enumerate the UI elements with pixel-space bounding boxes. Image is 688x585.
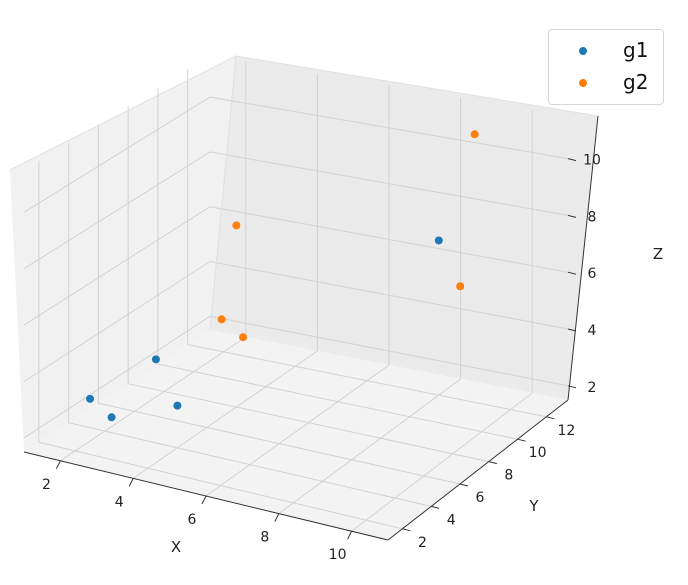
- grid-line-x-floor: [205, 364, 390, 497]
- x-tick-mark: [55, 460, 61, 470]
- grid-line-x-floor: [60, 336, 247, 462]
- data-point-g1: [434, 236, 443, 245]
- grid-line-y-floor: [128, 383, 489, 463]
- grid-line-y-floor: [38, 441, 403, 530]
- x-tick-mark: [201, 495, 207, 505]
- grid-line-z-left: [23, 151, 211, 270]
- legend-item-g2: g2: [549, 68, 663, 98]
- z-tick-mark: [567, 385, 577, 389]
- x-tick-mark: [274, 513, 280, 522]
- x-tick-mark: [347, 530, 353, 540]
- z-tick-label: 2: [588, 380, 597, 396]
- grid-line-z-back: [209, 151, 569, 216]
- grid-line-z-back: [209, 96, 569, 160]
- data-point-g2: [217, 315, 226, 324]
- grid-line-x-floor: [351, 392, 533, 532]
- z-tick-label: 10: [583, 153, 601, 169]
- legend-label-g2: g2: [623, 70, 649, 94]
- grid-line-y-floor: [187, 344, 547, 418]
- z-tick-mark: [567, 158, 577, 162]
- z-axis-label: Z: [653, 245, 663, 263]
- grid-line-z-back: [209, 261, 569, 330]
- data-point-g2: [470, 130, 479, 139]
- grid-line-x-floor: [278, 378, 461, 515]
- back-pane: [210, 56, 598, 400]
- floor-pane: [24, 330, 568, 540]
- z-tick-label: 6: [588, 266, 597, 282]
- x-tick-label: 8: [260, 530, 269, 546]
- y-tick-label: 8: [504, 468, 513, 484]
- legend-label-g1: g1: [623, 38, 649, 62]
- data-point-g1: [151, 355, 160, 364]
- grid-line-z-left: [23, 206, 211, 326]
- data-point-g2: [456, 282, 465, 291]
- y-axis-label: Y: [528, 497, 539, 515]
- z-tick-mark: [567, 271, 577, 275]
- y-tick-label: 12: [557, 423, 575, 439]
- pane-edge: [9, 55, 237, 171]
- z-tick-mark: [567, 214, 577, 218]
- pane-edge: [235, 55, 599, 117]
- grid-line-z-back: [209, 206, 569, 273]
- x-tick-label: 10: [329, 547, 347, 563]
- y-tick-label: 6: [476, 490, 485, 506]
- y-tick-mark: [546, 416, 555, 420]
- legend: g1 g2: [548, 29, 664, 105]
- x-tick-label: 2: [42, 477, 51, 493]
- data-point-g1: [86, 394, 95, 403]
- y-tick-label: 2: [418, 535, 427, 551]
- grid-line-y-floor: [157, 363, 518, 440]
- y-tick-mark: [431, 505, 440, 509]
- y-tick-label: 4: [447, 512, 456, 528]
- x-tick-label: 6: [188, 512, 197, 528]
- y-axis-line: [387, 399, 569, 541]
- data-point-g2: [239, 333, 248, 342]
- y-tick-mark: [459, 483, 469, 487]
- y-tick-label: 10: [529, 445, 547, 461]
- z-tick-label: 4: [588, 323, 597, 339]
- x-tick-label: 4: [115, 494, 124, 510]
- grid-line-z-left: [23, 96, 211, 213]
- grid-line-z-back: [209, 315, 569, 387]
- z-tick-label: 8: [588, 209, 597, 225]
- z-axis-line: [567, 115, 599, 401]
- legend-marker-g1: [579, 47, 587, 55]
- y-tick-mark: [517, 438, 526, 442]
- grid-line-y-floor: [98, 402, 461, 485]
- data-point-g1: [107, 413, 116, 422]
- legend-marker-g2: [579, 79, 587, 87]
- legend-item-g1: g1: [549, 36, 663, 66]
- y-tick-mark: [488, 461, 497, 465]
- x-axis-label: X: [171, 538, 181, 556]
- data-point-g2: [232, 221, 241, 230]
- z-tick-mark: [567, 328, 577, 332]
- pane-edge: [209, 55, 237, 331]
- y-tick-mark: [402, 528, 411, 532]
- grid-line-x-floor: [132, 350, 318, 479]
- grid-line-z-left: [23, 315, 211, 439]
- grid-line-y-floor: [68, 422, 432, 507]
- grid-line-z-left: [23, 261, 211, 382]
- data-point-g1: [173, 401, 182, 410]
- x-tick-mark: [128, 478, 134, 487]
- left-pane: [10, 56, 236, 452]
